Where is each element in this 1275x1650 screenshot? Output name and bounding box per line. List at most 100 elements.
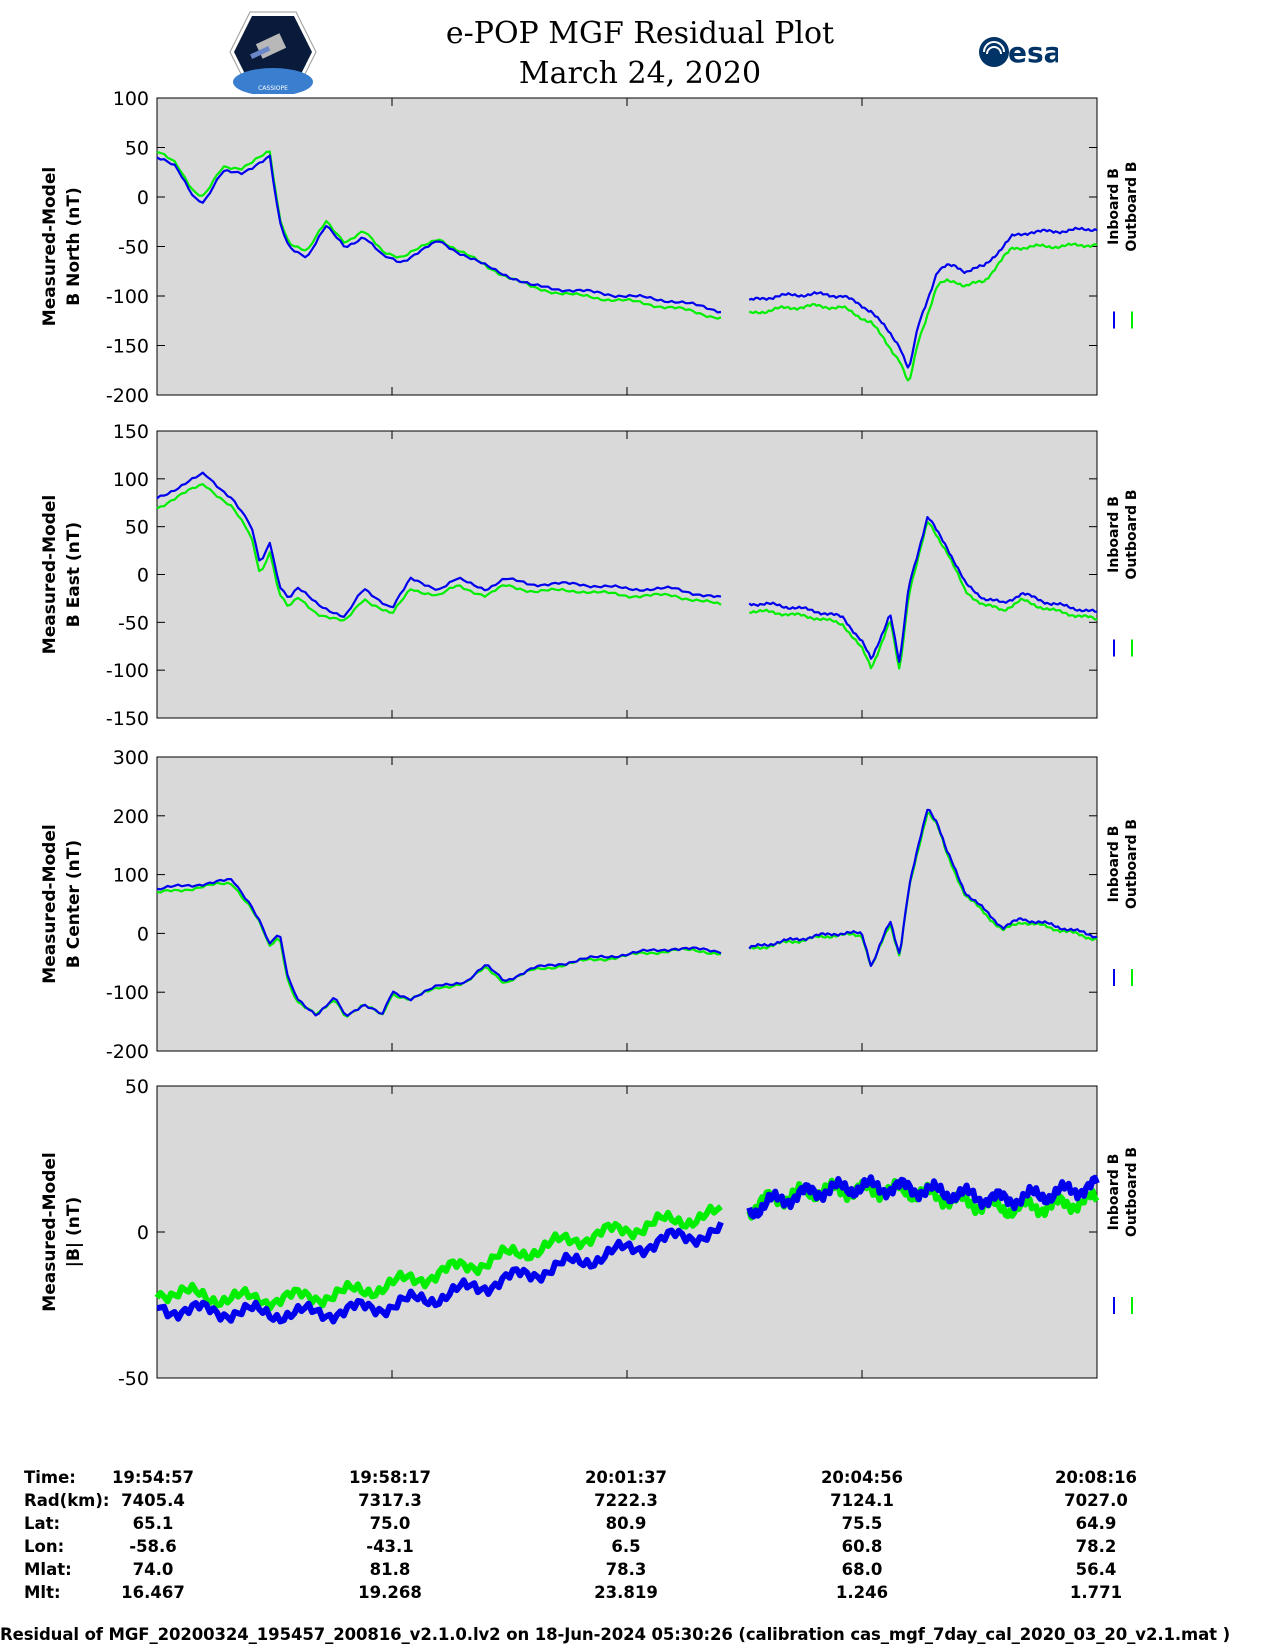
info-cell: 19:54:57 [111, 1468, 195, 1487]
info-cell: 64.9 [1075, 1514, 1117, 1533]
info-cell: 75.0 [369, 1514, 411, 1533]
y-tick-label: 0 [137, 1222, 149, 1244]
info-row: Lon: -58.6 -43.1 6.5 60.8 78.2 [0, 1537, 1275, 1561]
title-line-2: March 24, 2020 [518, 56, 762, 91]
y-tick-label: 300 [113, 747, 149, 769]
inboard-series-line [156, 471, 722, 618]
esa-logo-text: esa [1008, 36, 1058, 69]
info-row-label: Lat: [24, 1514, 61, 1533]
y-axis-label: Measured-Model [40, 167, 60, 326]
info-cell: 1.771 [1069, 1583, 1123, 1602]
legend-inboard-label: Inboard B [1106, 826, 1122, 903]
info-cell: 20:08:16 [1054, 1468, 1138, 1487]
y-axis-label: |B| (nT) [64, 1197, 84, 1268]
y-tick-label: 150 [113, 421, 149, 443]
legend-inboard-label: Inboard B [1106, 1154, 1122, 1231]
info-cell: 68.0 [841, 1560, 883, 1579]
info-cell: 20:01:37 [584, 1468, 668, 1487]
cassiope-logo: CASSIOPE [228, 10, 318, 98]
outboard-series-line [156, 150, 722, 320]
inboard-series-line [748, 516, 1097, 663]
outboard-series-line [748, 242, 1098, 382]
panel-4: 50 0 -50 Measured-Model |B| (nT) Inboard B Out… [40, 1076, 1140, 1390]
y-tick-label: 200 [113, 806, 149, 828]
info-cell: 7124.1 [830, 1491, 894, 1510]
y-tick-label: 100 [113, 88, 149, 110]
legend-outboard-label: Outboard B [1124, 819, 1140, 909]
info-cell: 80.9 [605, 1514, 647, 1533]
y-tick-label: -50 [118, 1368, 149, 1390]
info-cell: 81.8 [369, 1560, 411, 1579]
info-row-label: Mlt: [24, 1583, 61, 1602]
y-tick-label: -150 [106, 336, 149, 358]
info-cell: 20:04:56 [820, 1468, 904, 1487]
info-row-label: Time: [24, 1468, 76, 1487]
outboard-series-line [156, 483, 722, 622]
outboard-series-line [749, 520, 1098, 670]
y-tick-label: -100 [106, 982, 149, 1004]
inboard-series-line [748, 226, 1098, 369]
info-cell: 75.5 [841, 1514, 883, 1533]
inboard-series-line [156, 1221, 724, 1325]
info-row-label: Lon: [24, 1537, 65, 1556]
info-cell: 60.8 [841, 1537, 883, 1556]
info-cell: 6.5 [611, 1537, 641, 1556]
info-cell: 19:58:17 [348, 1468, 432, 1487]
info-cell: 16.467 [121, 1583, 185, 1602]
y-tick-label: 100 [113, 469, 149, 491]
inboard-series-line [746, 1174, 1100, 1220]
y-tick-label: -200 [106, 385, 149, 407]
y-tick-label: 50 [125, 138, 149, 160]
outboard-series-line [154, 1203, 723, 1312]
panel-2: 150 100 50 0 -50 -100 -150 Measured-Model B East… [40, 421, 1140, 730]
y-tick-label: 0 [137, 923, 149, 945]
legend-outboard-label: Outboard B [1124, 1147, 1140, 1237]
y-axis-label: Measured-Model [40, 1152, 60, 1311]
info-cell: 19.268 [358, 1583, 422, 1602]
info-row-label: Rad(km): [24, 1491, 110, 1510]
panel-background [156, 430, 1098, 719]
info-row: Mlt: 16.467 19.268 23.819 1.246 1.771 [0, 1583, 1275, 1607]
info-cell: 56.4 [1075, 1560, 1117, 1579]
inboard-series-line [156, 878, 722, 1017]
info-cell: -58.6 [129, 1537, 177, 1556]
info-row: Lat: 65.1 75.0 80.9 75.5 64.9 [0, 1514, 1275, 1538]
y-tick-label: -50 [118, 237, 149, 259]
info-row: Rad(km): 7405.4 7317.3 7222.3 7124.1 7027.0 [0, 1491, 1275, 1515]
footer-note: Residual of MGF_20200324_195457_200816_v… [0, 1625, 1231, 1644]
y-tick-label: -50 [118, 612, 149, 634]
legend-inboard-label: Inboard B [1106, 496, 1122, 573]
legend-outboard-label: Outboard B [1124, 161, 1140, 251]
legend-outboard-label: Outboard B [1124, 489, 1140, 579]
info-cell: 78.2 [1075, 1537, 1117, 1556]
y-tick-label: -200 [106, 1041, 149, 1063]
inboard-series-line [156, 154, 722, 314]
legend-inboard-label: Inboard B [1106, 168, 1122, 245]
info-cell: 74.0 [132, 1560, 174, 1579]
info-cell: 7222.3 [594, 1491, 658, 1510]
chart-title: e-POP MGF Residual Plot March 24, 2020 [330, 14, 950, 94]
info-cell: 7317.3 [358, 1491, 422, 1510]
y-tick-label: -150 [106, 708, 149, 730]
y-tick-label: 50 [125, 1076, 149, 1098]
y-axis-label: Measured-Model [40, 824, 60, 983]
y-axis-label: B North (nT) [64, 187, 84, 306]
info-row-label: Mlat: [24, 1560, 72, 1579]
y-tick-label: -100 [106, 660, 149, 682]
info-row: Time: 19:54:57 19:58:17 20:01:37 20:04:56 20:… [0, 1468, 1275, 1492]
title-line-1: e-POP MGF Residual Plot [445, 16, 835, 51]
y-tick-label: 50 [125, 517, 149, 539]
info-cell: 7027.0 [1064, 1491, 1128, 1510]
y-axis-label: Measured-Model [40, 495, 60, 654]
panel-background [156, 756, 1098, 1052]
y-tick-label: -100 [106, 286, 149, 308]
info-cell: 7405.4 [121, 1491, 185, 1510]
y-tick-label: 0 [137, 565, 149, 587]
info-cell: 78.3 [605, 1560, 647, 1579]
inboard-series-line [748, 808, 1097, 967]
y-axis-label: B East (nT) [64, 522, 84, 627]
cassiope-logo-text: CASSIOPE [258, 85, 288, 92]
esa-logo: esa [978, 32, 1063, 76]
y-tick-label: 100 [113, 865, 149, 887]
